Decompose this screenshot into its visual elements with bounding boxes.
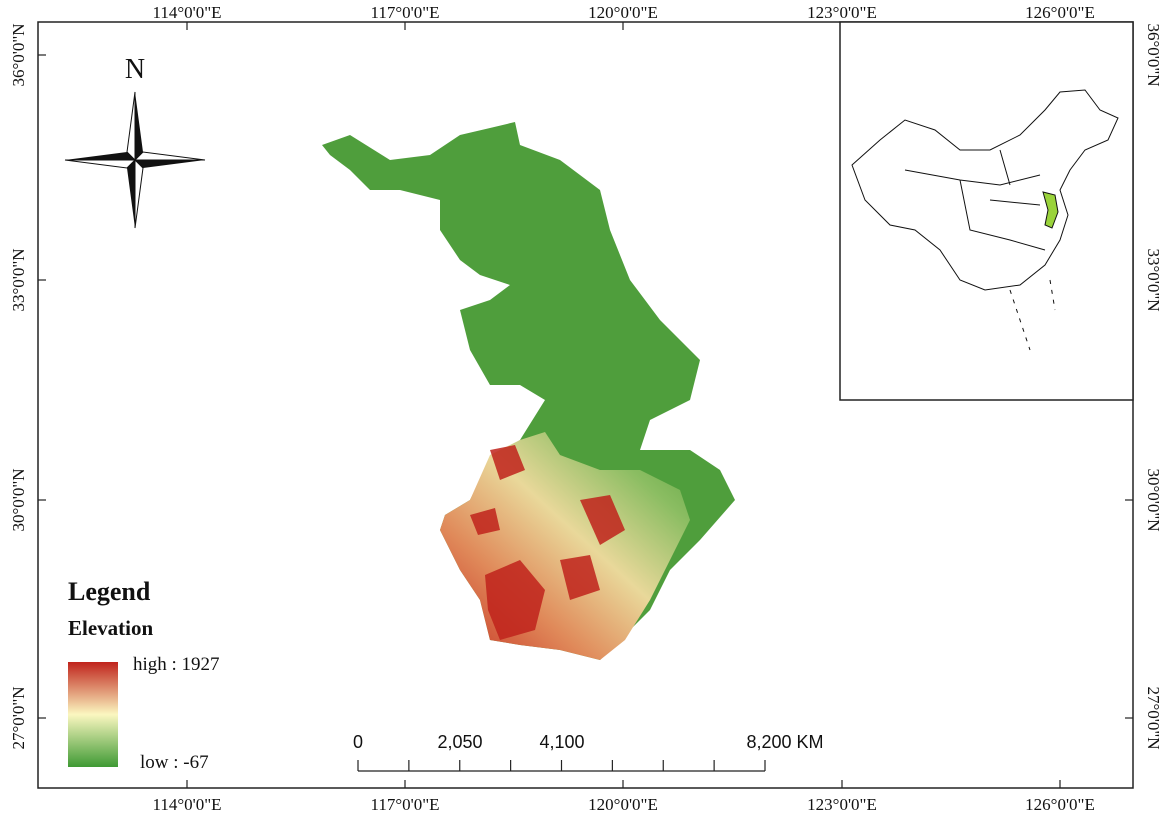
- lat-label-right: 30°0'0"N: [1144, 468, 1163, 531]
- legend-title: Legend: [68, 577, 151, 606]
- legend-ramp: [68, 662, 118, 767]
- lat-label-left: 30°0'0"N: [9, 468, 28, 531]
- lon-label-top: 123°0'0"E: [807, 3, 877, 22]
- legend-low: low : -67: [140, 752, 209, 773]
- lat-label-right: 36°0'0"N: [1144, 23, 1163, 86]
- scale-bar: [357, 760, 766, 772]
- lon-label-top: 120°0'0"E: [588, 3, 658, 22]
- lat-label-right: 27°0'0"N: [1144, 686, 1163, 749]
- lon-label-bottom: 114°0'0"E: [152, 795, 221, 814]
- lon-label-bottom: 120°0'0"E: [588, 795, 658, 814]
- scale-label: 4,100: [539, 732, 584, 752]
- lon-label-bottom: 126°0'0"E: [1025, 795, 1095, 814]
- lat-label-right: 33°0'0"N: [1144, 248, 1163, 311]
- scale-label: 0: [353, 732, 363, 752]
- lon-label-top: 117°0'0"E: [370, 3, 439, 22]
- lon-label-top: 114°0'0"E: [152, 3, 221, 22]
- lon-label-bottom: 123°0'0"E: [807, 795, 877, 814]
- map-frame: [37, 21, 1134, 789]
- lat-label-left: 33°0'0"N: [9, 248, 28, 311]
- lat-label-left: 36°0'0"N: [9, 23, 28, 86]
- lat-label-left: 27°0'0"N: [9, 686, 28, 749]
- high-elevation: [470, 445, 625, 640]
- scale-label: 2,050: [437, 732, 482, 752]
- lon-label-bottom: 117°0'0"E: [370, 795, 439, 814]
- north-arrow: [64, 91, 206, 229]
- legend-high: high : 1927: [133, 654, 220, 675]
- north-label: N: [125, 54, 145, 85]
- scale-label: 8,200 KM: [746, 732, 823, 752]
- lon-label-top: 126°0'0"E: [1025, 3, 1095, 22]
- inset-map: [839, 21, 1134, 401]
- legend-subtitle: Elevation: [68, 616, 153, 640]
